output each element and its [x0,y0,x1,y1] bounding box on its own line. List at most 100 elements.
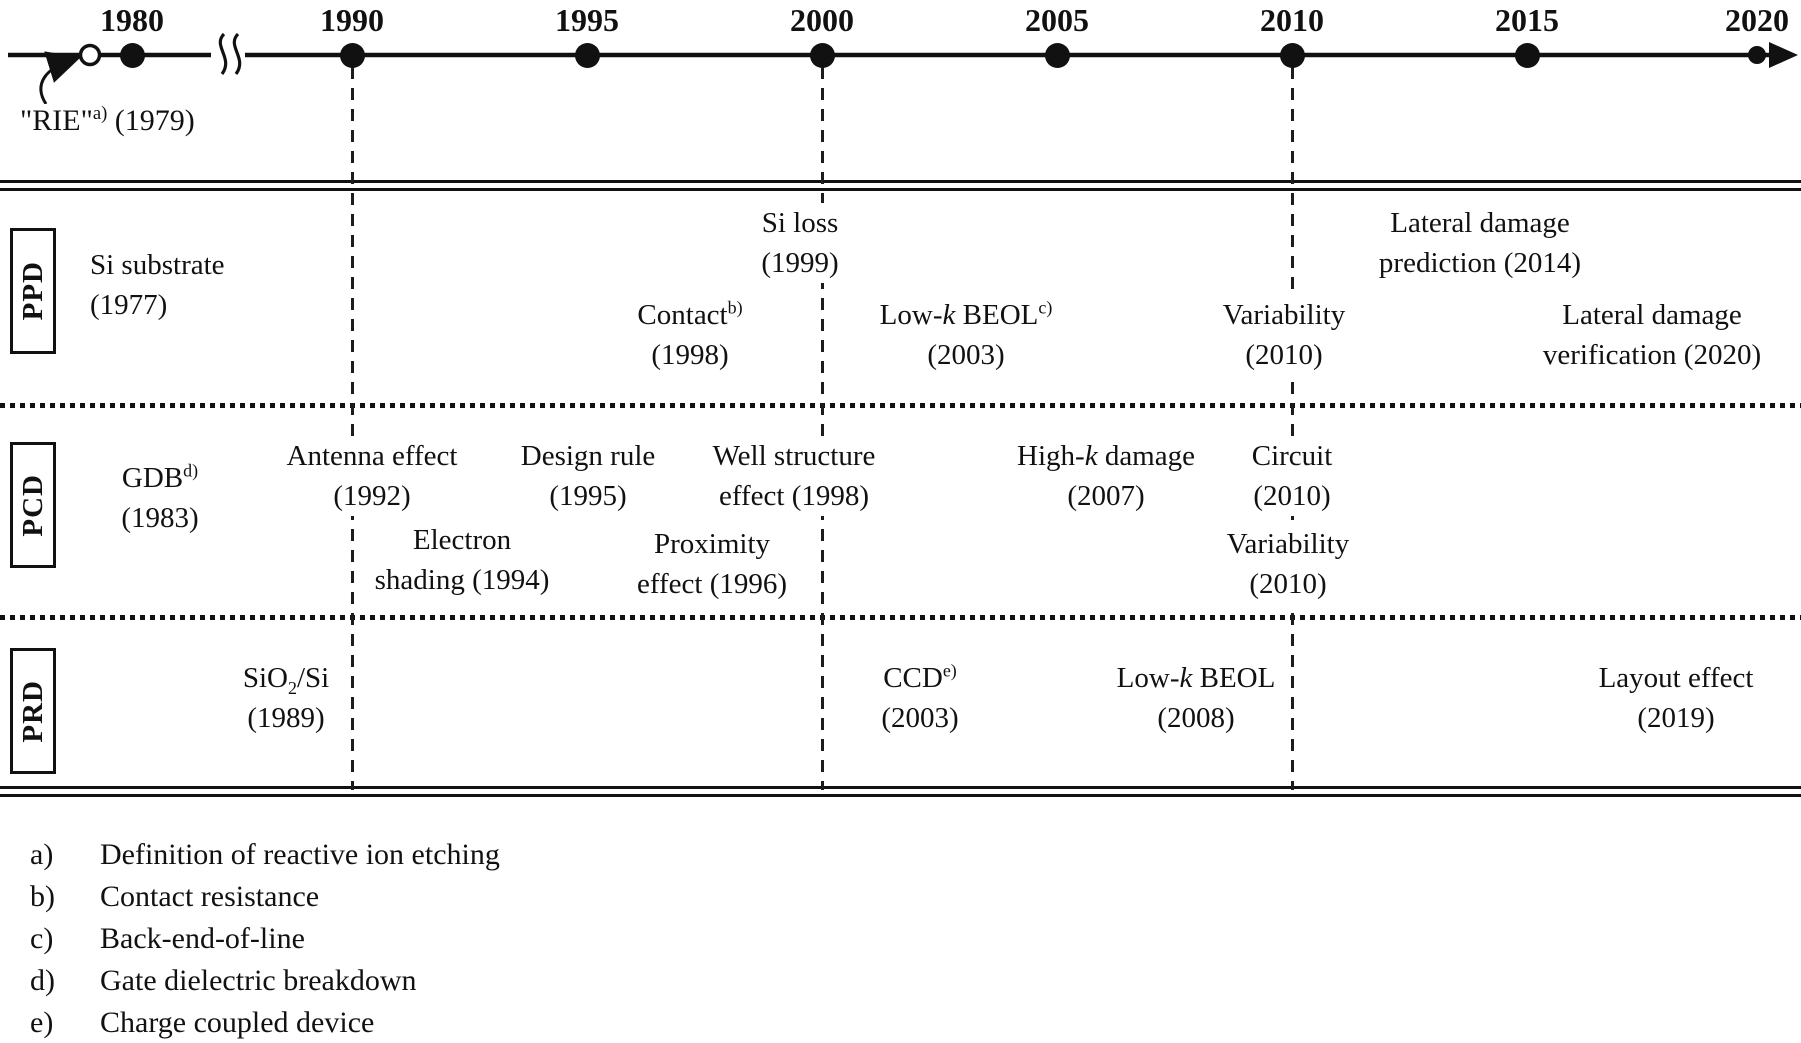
event-layout-effect: Layout effect (2019) [1592,658,1760,738]
event-design-rule: Design rule (1995) [514,436,662,516]
footnote-marker: d) [30,964,55,997]
event-line: Lateral damage [1390,207,1570,239]
row-label-prd: PRD [16,679,49,743]
event-line: (2003) [881,702,959,734]
event-sio-2-si: SiO2/Si (1989) [236,658,336,738]
event-line: Electron [412,524,512,556]
event-gdb-d: GDBd) (1983) [115,458,205,538]
event-line: High-k damage [1017,440,1195,472]
event-line: (2010) [1253,480,1331,512]
footnote-e: e) Charge coupled device [30,1006,374,1040]
double-rule-top [0,180,1801,191]
event-line: Low-k BEOL [1116,662,1276,694]
dashed-gridline-1990 [350,67,354,790]
year-label-2020: 2020 [1725,2,1789,38]
event-lateral-damage: Lateral damage verification (2020) [1536,295,1768,375]
row-label-pcd: PCD [16,473,49,537]
event-antenna-effect: Antenna effect (1992) [280,436,464,516]
event-line: (1989) [247,702,325,734]
footnote-a: a) Definition of reactive ion etching [30,838,500,872]
row-label-box-ppd: PPD [10,228,56,354]
event-circuit: Circuit (2010) [1245,436,1339,516]
year-label-2015: 2015 [1495,2,1559,38]
event-proximity: Proximity effect (1996) [630,524,794,604]
event-line: (1999) [761,247,839,279]
footnote-text: Gate dielectric breakdown [100,964,417,997]
event-line: Circuit [1251,440,1333,472]
event-line: Variability [1222,299,1346,331]
event-line: (1995) [549,480,627,512]
footnote-text: Charge coupled device [100,1006,375,1039]
event-line: Low-k BEOLc) [879,297,1053,331]
event-line: (1983) [121,502,199,534]
timeline-dot-2005 [1044,42,1070,68]
year-label-1995: 1995 [555,2,619,38]
dashed-gridline-2010 [1290,67,1294,790]
dashed-gridline-2000 [820,67,824,790]
event-line: (2007) [1067,480,1145,512]
dotted-rule-2 [0,615,1801,620]
year-label-2000: 2000 [790,2,854,38]
footnote-text: Contact resistance [100,880,320,913]
double-rule-bottom [0,786,1801,797]
event-line: GDBd) [121,460,199,494]
footnote-marker: a) [30,838,54,871]
event-line: shading (1994) [374,564,550,596]
axis-break-icon [218,32,228,75]
event-lateral-damage: Lateral damage prediction (2014) [1372,203,1588,283]
event-contact-b: Contactb) (1998) [631,295,749,375]
event-line: (2019) [1637,702,1715,734]
year-label-1990: 1990 [320,2,384,38]
axis-break-icon [232,32,242,75]
event-line: (1977) [90,289,168,321]
rie-pointer-arrow-icon [39,51,81,105]
event-line: Antenna effect [286,440,458,472]
timeline-dot-2015 [1514,42,1540,68]
footnote-c: c) Back-end-of-line [30,922,305,956]
footnote-marker: e) [30,1006,54,1039]
event-line: (1998) [651,339,729,371]
event-line: Contactb) [637,297,743,331]
event-high-k-damage: High-k damage (2007) [1011,436,1201,516]
event-line: (2010) [1245,339,1323,371]
row-label-ppd: PPD [16,261,49,321]
timeline-dot-2010 [1279,42,1305,68]
event-line: (2008) [1157,702,1235,734]
event-line: Design rule [520,440,656,472]
event-well-structure: Well structure effect (1998) [706,436,882,516]
event-line: effect (1998) [718,480,870,512]
event-si-loss: Si loss (1999) [755,203,845,283]
axis-arrowhead [1769,42,1798,68]
timeline-dot-2020 [1748,46,1766,64]
year-label-2010: 2010 [1260,2,1324,38]
event-line: CCDe) [883,660,957,694]
timeline-axis [8,32,1798,105]
footnote-text: Definition of reactive ion etching [100,838,500,871]
year-label-2005: 2005 [1025,2,1089,38]
event-ccd-e: CCDe) (2003) [875,658,965,738]
origin-open-circle-1979 [78,43,102,67]
footnote-d: d) Gate dielectric breakdown [30,964,417,998]
footnote-marker: b) [30,880,55,913]
event-line: (2003) [927,339,1005,371]
dotted-rule-1 [0,403,1801,408]
footnote-b: b) Contact resistance [30,880,319,914]
timeline-dot-2000 [809,42,835,68]
event-line: (1992) [333,480,411,512]
event-line: Si substrate [90,249,225,281]
event-line: Si loss [761,207,839,239]
timeline-dot-1980 [119,42,145,68]
event-electron: Electron shading (1994) [368,520,556,600]
event-line: prediction (2014) [1378,247,1582,279]
footnote-text: Back-end-of-line [100,922,305,955]
event-low-k-beol-c: Low-k BEOLc) (2003) [873,295,1059,375]
row-label-box-prd: PRD [10,648,56,774]
event-variability: Variability (2010) [1220,524,1356,604]
event-variability: Variability (2010) [1216,295,1352,375]
timeline-dot-1995 [574,42,600,68]
footnote-marker: c) [30,922,54,955]
timeline-dot-1990 [339,42,365,68]
event-line: SiO2/Si [242,662,330,698]
event-line: Lateral damage [1562,299,1742,331]
